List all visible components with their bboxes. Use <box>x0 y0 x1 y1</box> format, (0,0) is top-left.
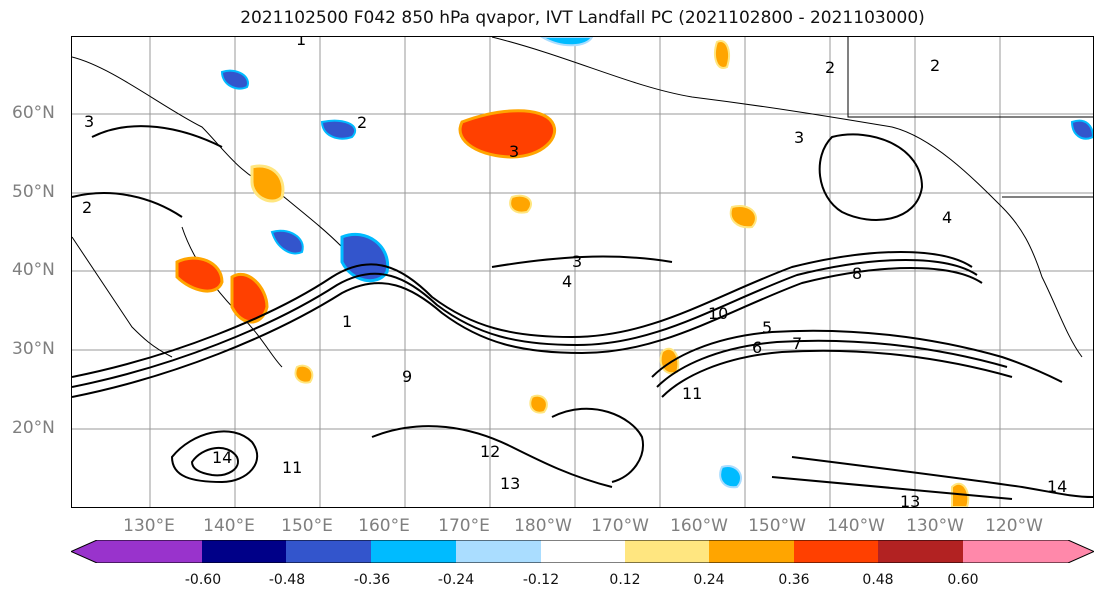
colorbar-tick-label: -0.60 <box>184 572 222 588</box>
contour-label: 1 <box>296 37 306 49</box>
colorbar-tick-label: 0.12 <box>609 572 641 588</box>
contour-label: 3 <box>84 112 94 131</box>
colorbar-segment <box>709 540 794 563</box>
lat-label-40n: 40°N <box>12 260 55 280</box>
lon-label-150w: 150°W <box>748 516 806 536</box>
colorbar-tick-label: -0.24 <box>437 572 475 588</box>
colorbar-segment <box>625 540 709 563</box>
contour-labels: 1 1 2 2 2 2 3 3 3 3 4 4 5 6 7 8 9 10 11 … <box>82 37 1067 507</box>
lon-label-130e: 130°E <box>123 516 175 536</box>
colorbar-segment <box>878 540 963 563</box>
lon-label-130w: 130°W <box>906 516 964 536</box>
contour-label: 4 <box>562 272 572 291</box>
contour-label: 5 <box>762 318 772 337</box>
contour-label: 2 <box>82 198 92 217</box>
lon-label-120w: 120°W <box>985 516 1043 536</box>
colorbar-segment <box>794 540 878 563</box>
colorbar-segment <box>963 540 1094 563</box>
colorbar-segment <box>456 540 541 563</box>
map-svg: 1 1 2 2 2 2 3 3 3 3 4 4 5 6 7 8 9 10 11 … <box>72 37 1093 507</box>
contour-label: 2 <box>825 58 835 77</box>
colorbar-tick-label: 0.24 <box>693 572 725 588</box>
contour-label: 8 <box>852 264 862 283</box>
colorbar-tick-label: 0.60 <box>947 572 979 588</box>
colorbar-tick-label: 0.36 <box>778 572 810 588</box>
lon-label-170w: 170°W <box>591 516 649 536</box>
contour-label: 2 <box>930 56 940 75</box>
contour-label: 9 <box>402 367 412 386</box>
colorbar-tick-label: -0.48 <box>268 572 306 588</box>
contour-label: 14 <box>212 448 232 467</box>
coastlines <box>72 37 1093 368</box>
colorbar-segment <box>71 540 202 563</box>
lon-label-160w: 160°W <box>670 516 728 536</box>
lon-label-160e: 160°E <box>358 516 410 536</box>
contour-label: 7 <box>792 334 802 353</box>
graticule <box>72 37 1093 507</box>
lon-label-180w: 180°W <box>514 516 572 536</box>
negative-anomalies <box>220 37 1093 489</box>
colorbar-segment <box>202 540 286 563</box>
lat-label-30n: 30°N <box>12 339 55 359</box>
lat-label-60n: 60°N <box>12 103 55 123</box>
contour-label: 11 <box>682 384 702 403</box>
colorbar-tick-label: 0.48 <box>862 572 894 588</box>
lon-label-140e: 140°E <box>203 516 255 536</box>
positive-anomalies <box>175 40 970 507</box>
contour-label: 3 <box>509 142 519 161</box>
colorbar <box>71 540 1094 563</box>
contour-label: 12 <box>480 442 500 461</box>
contour-label: 3 <box>572 252 582 271</box>
colorbar-segment <box>371 540 456 563</box>
colorbar-segments <box>71 540 1094 563</box>
contour-label: 1 <box>342 312 352 331</box>
colorbar-tick-label: -0.12 <box>522 572 560 588</box>
lat-label-20n: 20°N <box>12 418 55 438</box>
colorbar-segment <box>541 540 625 563</box>
lat-label-50n: 50°N <box>12 182 55 202</box>
lon-label-150e: 150°E <box>281 516 333 536</box>
contour-label: 13 <box>500 474 520 493</box>
contour-label: 13 <box>900 492 920 507</box>
contour-label: 4 <box>942 208 952 227</box>
colorbar-tick-label: -0.36 <box>353 572 391 588</box>
map-title: 2021102500 F042 850 hPa qvapor, IVT Land… <box>240 8 925 28</box>
contour-label: 11 <box>282 458 302 477</box>
contour-label: 3 <box>794 128 804 147</box>
ivt-contours <box>72 125 1093 500</box>
contour-label: 14 <box>1047 477 1067 496</box>
contour-label: 6 <box>752 338 762 357</box>
contour-label: 2 <box>357 113 367 132</box>
contour-label: 10 <box>708 304 728 323</box>
map-panel: 1 1 2 2 2 2 3 3 3 3 4 4 5 6 7 8 9 10 11 … <box>71 36 1094 508</box>
colorbar-segment <box>286 540 371 563</box>
lon-label-170e: 170°E <box>438 516 490 536</box>
lon-label-140w: 140°W <box>827 516 885 536</box>
